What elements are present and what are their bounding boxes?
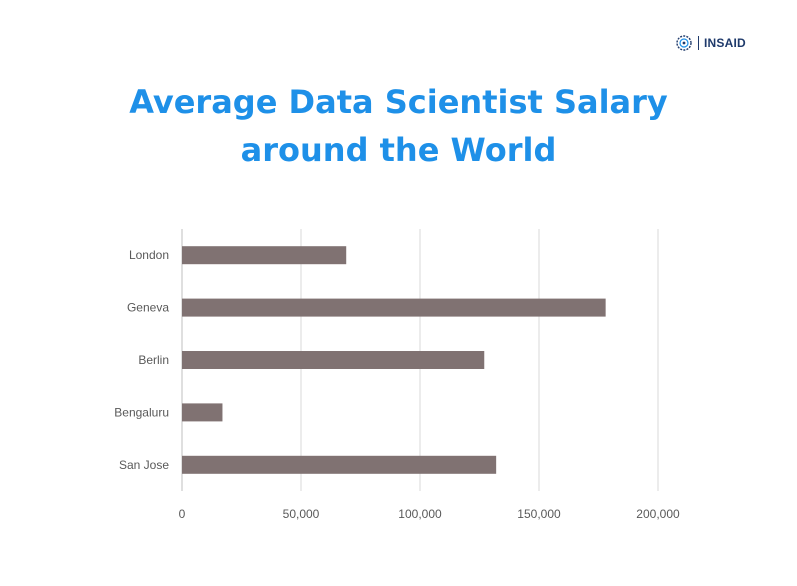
chart-title-line-1: Average Data Scientist Salary: [129, 83, 668, 121]
x-tick-labels: 0 50,000 100,000 150,000 200,000: [179, 507, 680, 521]
category-label: London: [129, 248, 169, 262]
insaid-logo: INSAID: [675, 34, 746, 52]
x-tick-label: 50,000: [283, 507, 320, 521]
category-label: Geneva: [127, 301, 169, 315]
x-tick-label: 100,000: [398, 507, 442, 521]
x-tick-label: 200,000: [636, 507, 680, 521]
bar-san-jose: [182, 455, 497, 474]
chart-title-line-2: around the World: [240, 131, 557, 169]
gear-brain-icon: [676, 35, 692, 51]
category-label: San Jose: [119, 458, 169, 472]
category-labels: London Geneva Berlin Bengaluru San Jose: [114, 248, 169, 472]
bar-berlin: [182, 351, 485, 369]
x-tick-label: 0: [179, 507, 186, 521]
bar-bengaluru: [182, 403, 223, 422]
bar-geneva: [182, 298, 606, 317]
logo-divider: [698, 36, 699, 50]
category-label: Bengaluru: [114, 405, 169, 419]
chart-title: Average Data Scientist Salary around the…: [0, 78, 797, 174]
category-label: Berlin: [138, 353, 169, 367]
logo-text: INSAID: [704, 36, 746, 50]
bars: [182, 246, 606, 474]
x-tick-label: 150,000: [517, 507, 561, 521]
bar-london: [182, 246, 347, 265]
